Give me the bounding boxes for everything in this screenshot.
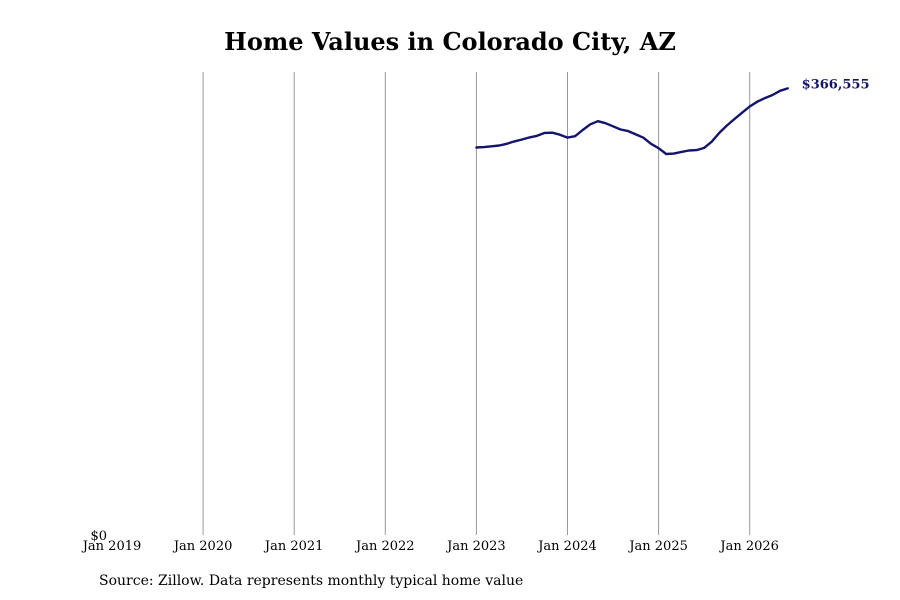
x-tick-label: Jan 2019	[81, 539, 142, 554]
x-tick-label: Jan 2021	[263, 539, 324, 554]
gridlines	[202, 72, 751, 535]
x-tick-label: Jan 2022	[354, 539, 415, 554]
chart-title: Home Values in Colorado City, AZ	[224, 27, 676, 56]
tick-labels: Jan 2019 Jan 2020 Jan 2021 Jan 2022 Jan 2023…	[81, 77, 870, 554]
series-layer	[475, 87, 789, 156]
x-tick-label: Jan 2024	[536, 539, 597, 554]
x-tick-label: Jan 2023	[445, 539, 506, 554]
end-value-label: $366,555	[802, 77, 870, 92]
y-tick-label: $0	[90, 529, 107, 544]
source-note: Source: Zillow. Data represents monthly …	[99, 573, 524, 589]
series-line	[475, 87, 789, 156]
x-tick-label: Jan 2020	[172, 539, 233, 554]
x-tick-label: Jan 2026	[718, 539, 779, 554]
x-tick-label: Jan 2025	[627, 539, 688, 554]
